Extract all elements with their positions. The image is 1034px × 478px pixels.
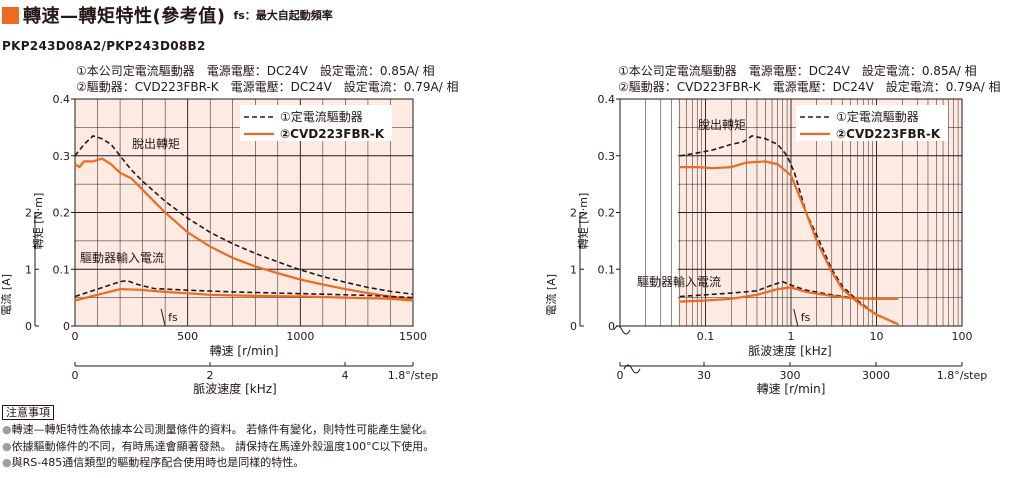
condition-2: ②驅動器：CVD223FBR-K 電源電壓：DC24V 設定電流：0.79A/ …	[76, 79, 459, 94]
x2-unit: 1.8°/step	[937, 369, 988, 382]
x-tick-label: 10	[870, 330, 884, 343]
y-tick-label: 0.1	[598, 263, 616, 276]
y2-tick-label: 1	[570, 263, 577, 276]
legend-entry: ①定電流驅動器	[836, 109, 919, 124]
series-line-input_current	[679, 286, 899, 303]
y-tick-label: 0.3	[53, 150, 71, 163]
x-tick-label: 100	[952, 330, 973, 343]
note-text: 轉速—轉矩特性為依據本公司測量條件的資料。 若條件有變化，則特性可能產生變化。	[11, 423, 434, 436]
legend-entry: ①定電流驅動器	[280, 109, 363, 124]
condition-1: ①本公司定電流驅動器 電源電壓：DC24V 設定電流：0.85A/ 相	[76, 63, 435, 78]
y-tick-label: 0	[63, 320, 70, 333]
y2-axis-label: 電流 [A]	[544, 274, 558, 316]
y-axis-label: 轉矩 [N·m]	[32, 193, 45, 250]
page-subtitle: fs：最大自起動頻率	[233, 9, 333, 22]
y-tick-label: 0.1	[53, 263, 71, 276]
x-tick-label: 1500	[399, 330, 427, 343]
y2-tick-label: 0	[570, 320, 577, 333]
condition-1: ①本公司定電流驅動器 電源電壓：DC24V 設定電流：0.85A/ 相	[618, 63, 977, 78]
y2-tick-label: 2	[570, 207, 577, 220]
note-item: ●依據驅動條件的不同，有時馬達會顯著發熱。 請保持在馬達外殼溫度100°C以下使…	[2, 439, 434, 456]
series-line-pullout	[679, 135, 899, 326]
x-axis-label: 轉速 [r/min]	[210, 344, 279, 358]
y-tick-label: 0.3	[598, 150, 616, 163]
x2-tick-label: 3000	[862, 369, 890, 382]
x2-tick-label: 300	[780, 369, 801, 382]
y2-tick-label: 2	[25, 207, 32, 220]
x-axis-label: 脈波速度 [kHz]	[748, 343, 831, 358]
x2-tick-label: 2	[207, 369, 214, 382]
y-tick-label: 0.4	[598, 93, 616, 106]
x2-tick-label: 4	[342, 369, 349, 382]
y2-tick-label: 0	[25, 320, 32, 333]
x2-unit: 1.8°/step	[388, 369, 439, 382]
y-tick-label: 0.4	[53, 93, 71, 106]
bullet-icon: ●	[2, 423, 12, 436]
axis-break-icon	[623, 364, 641, 374]
x-tick-label: 0.1	[697, 330, 715, 343]
x2-tick-label: 30	[697, 369, 711, 382]
x2-axis-label: 轉速 [r/min]	[757, 382, 826, 396]
x2-tick-label: 0	[617, 369, 624, 382]
condition-2: ②驅動器：CVD223FBR-K 電源電壓：DC24V 設定電流：0.79A/ …	[618, 79, 1001, 94]
model-number: PKP243D08A2/PKP243D08B2	[2, 39, 206, 53]
x-tick-label: 1000	[286, 330, 314, 343]
annotation-pullout: 脫出轉矩	[698, 117, 746, 132]
legend-entry: ②CVD223FBR-K	[280, 127, 385, 141]
series-line-input_current	[74, 287, 414, 302]
note-item: ●轉速—轉矩特性為依據本公司測量條件的資料。 若條件有變化，則特性可能產生變化。	[2, 422, 434, 439]
y-tick-label: 0.2	[53, 207, 71, 220]
y-axis-label: 轉矩 [N·m]	[577, 193, 590, 250]
bullet-icon: ●	[2, 456, 12, 469]
x-tick-label: 1	[788, 330, 795, 343]
y2-tick-label: 1	[25, 263, 32, 276]
x2-axis-label: 脈波速度 [kHz]	[193, 381, 276, 396]
page-title: 轉速—轉矩特性(參考值)	[23, 6, 226, 27]
annotation-current: 驅動器輸入電流	[80, 250, 164, 265]
note-text: 與RS-485通信類型的驅動程序配合使用時也是同樣的特性。	[11, 456, 305, 469]
x2-tick-label: 0	[72, 369, 79, 382]
fs-label: fs	[168, 311, 178, 324]
y-tick-label: 0	[608, 320, 615, 333]
note-item: ●與RS-485通信類型的驅動程序配合使用時也是同樣的特性。	[2, 455, 434, 472]
series-line-pullout	[74, 157, 414, 301]
annotation-current: 驅動器輸入電流	[637, 274, 721, 289]
title-square-icon	[2, 6, 19, 24]
fs-marker	[160, 308, 166, 327]
y2-axis-label: 電流 [A]	[0, 274, 13, 316]
legend-entry: ②CVD223FBR-K	[836, 127, 941, 141]
y-tick-label: 0.2	[598, 207, 616, 220]
bullet-icon: ●	[2, 439, 12, 453]
fs-marker	[793, 308, 799, 327]
notes-title: 注意事項	[2, 405, 54, 420]
axis-break-icon	[613, 325, 631, 335]
x-tick-label: 0	[72, 330, 79, 343]
title-row: 轉速—轉矩特性(參考值) fs：最大自起動頻率	[0, 3, 333, 27]
series-line-input_current	[74, 279, 414, 299]
note-text: 依據驅動條件的不同，有時馬達會顯著發熱。 請保持在馬達外殼溫度100°C以下使用…	[11, 439, 435, 453]
notes-section: 注意事項 ●轉速—轉矩特性為依據本公司測量條件的資料。 若條件有變化，則特性可能…	[2, 405, 434, 472]
annotation-pullout: 脫出轉矩	[132, 136, 180, 151]
fs-label: fs	[801, 311, 811, 324]
series-line-pullout	[74, 134, 414, 295]
x-tick-label: 500	[177, 330, 198, 343]
